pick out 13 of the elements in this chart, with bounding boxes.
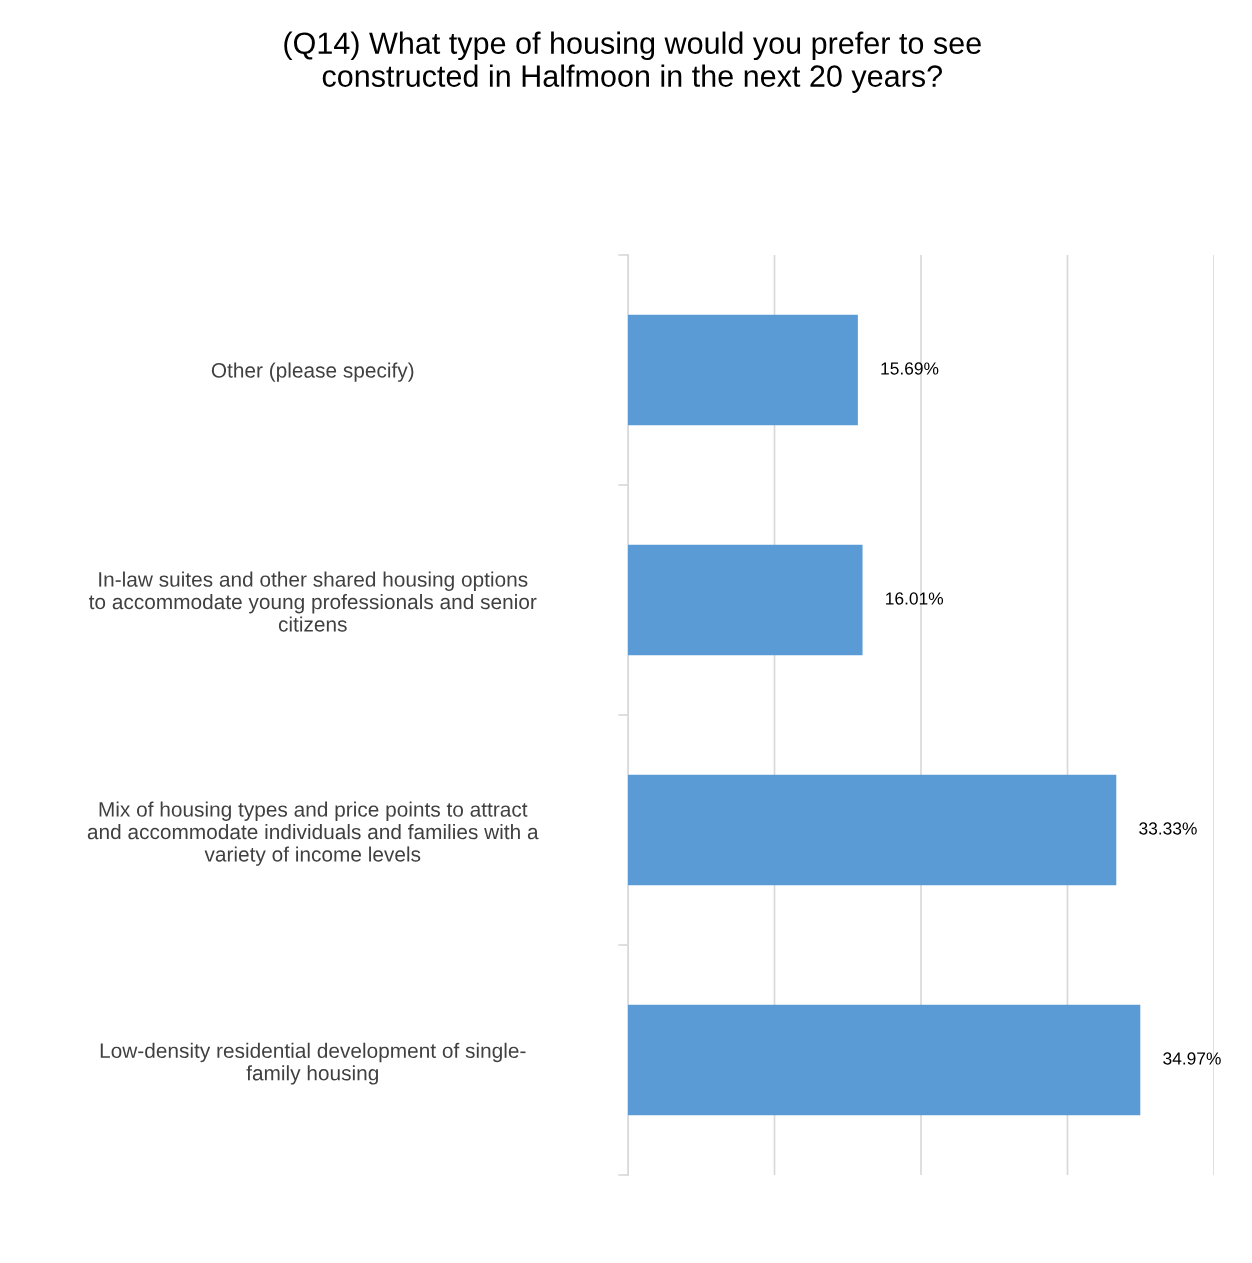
y-tick-label: Other (please specify) <box>211 362 414 382</box>
chart-title: (Q14) What type of housing would you prefer to see constructed in Halfmoon in the next 20 years? <box>284 31 981 93</box>
y-tick-label: Low-density residential development of single- family housing <box>100 1042 526 1085</box>
data-label: 15.69% <box>881 362 939 375</box>
bar <box>628 1004 1141 1116</box>
data-label: 34.97% <box>1163 1052 1221 1065</box>
y-tick-label: In-law suites and other shared housing options to accommodate young professionals and senior citizens <box>88 571 537 632</box>
data-label: 33.33% <box>1139 822 1197 835</box>
bar <box>628 314 858 426</box>
bar <box>628 544 863 656</box>
bar <box>628 774 1117 886</box>
y-tick-label: Mix of housing types and price points to attract and accommodate individuals and families with a variety of income levels <box>87 801 539 866</box>
data-label: 16.01% <box>886 592 944 605</box>
